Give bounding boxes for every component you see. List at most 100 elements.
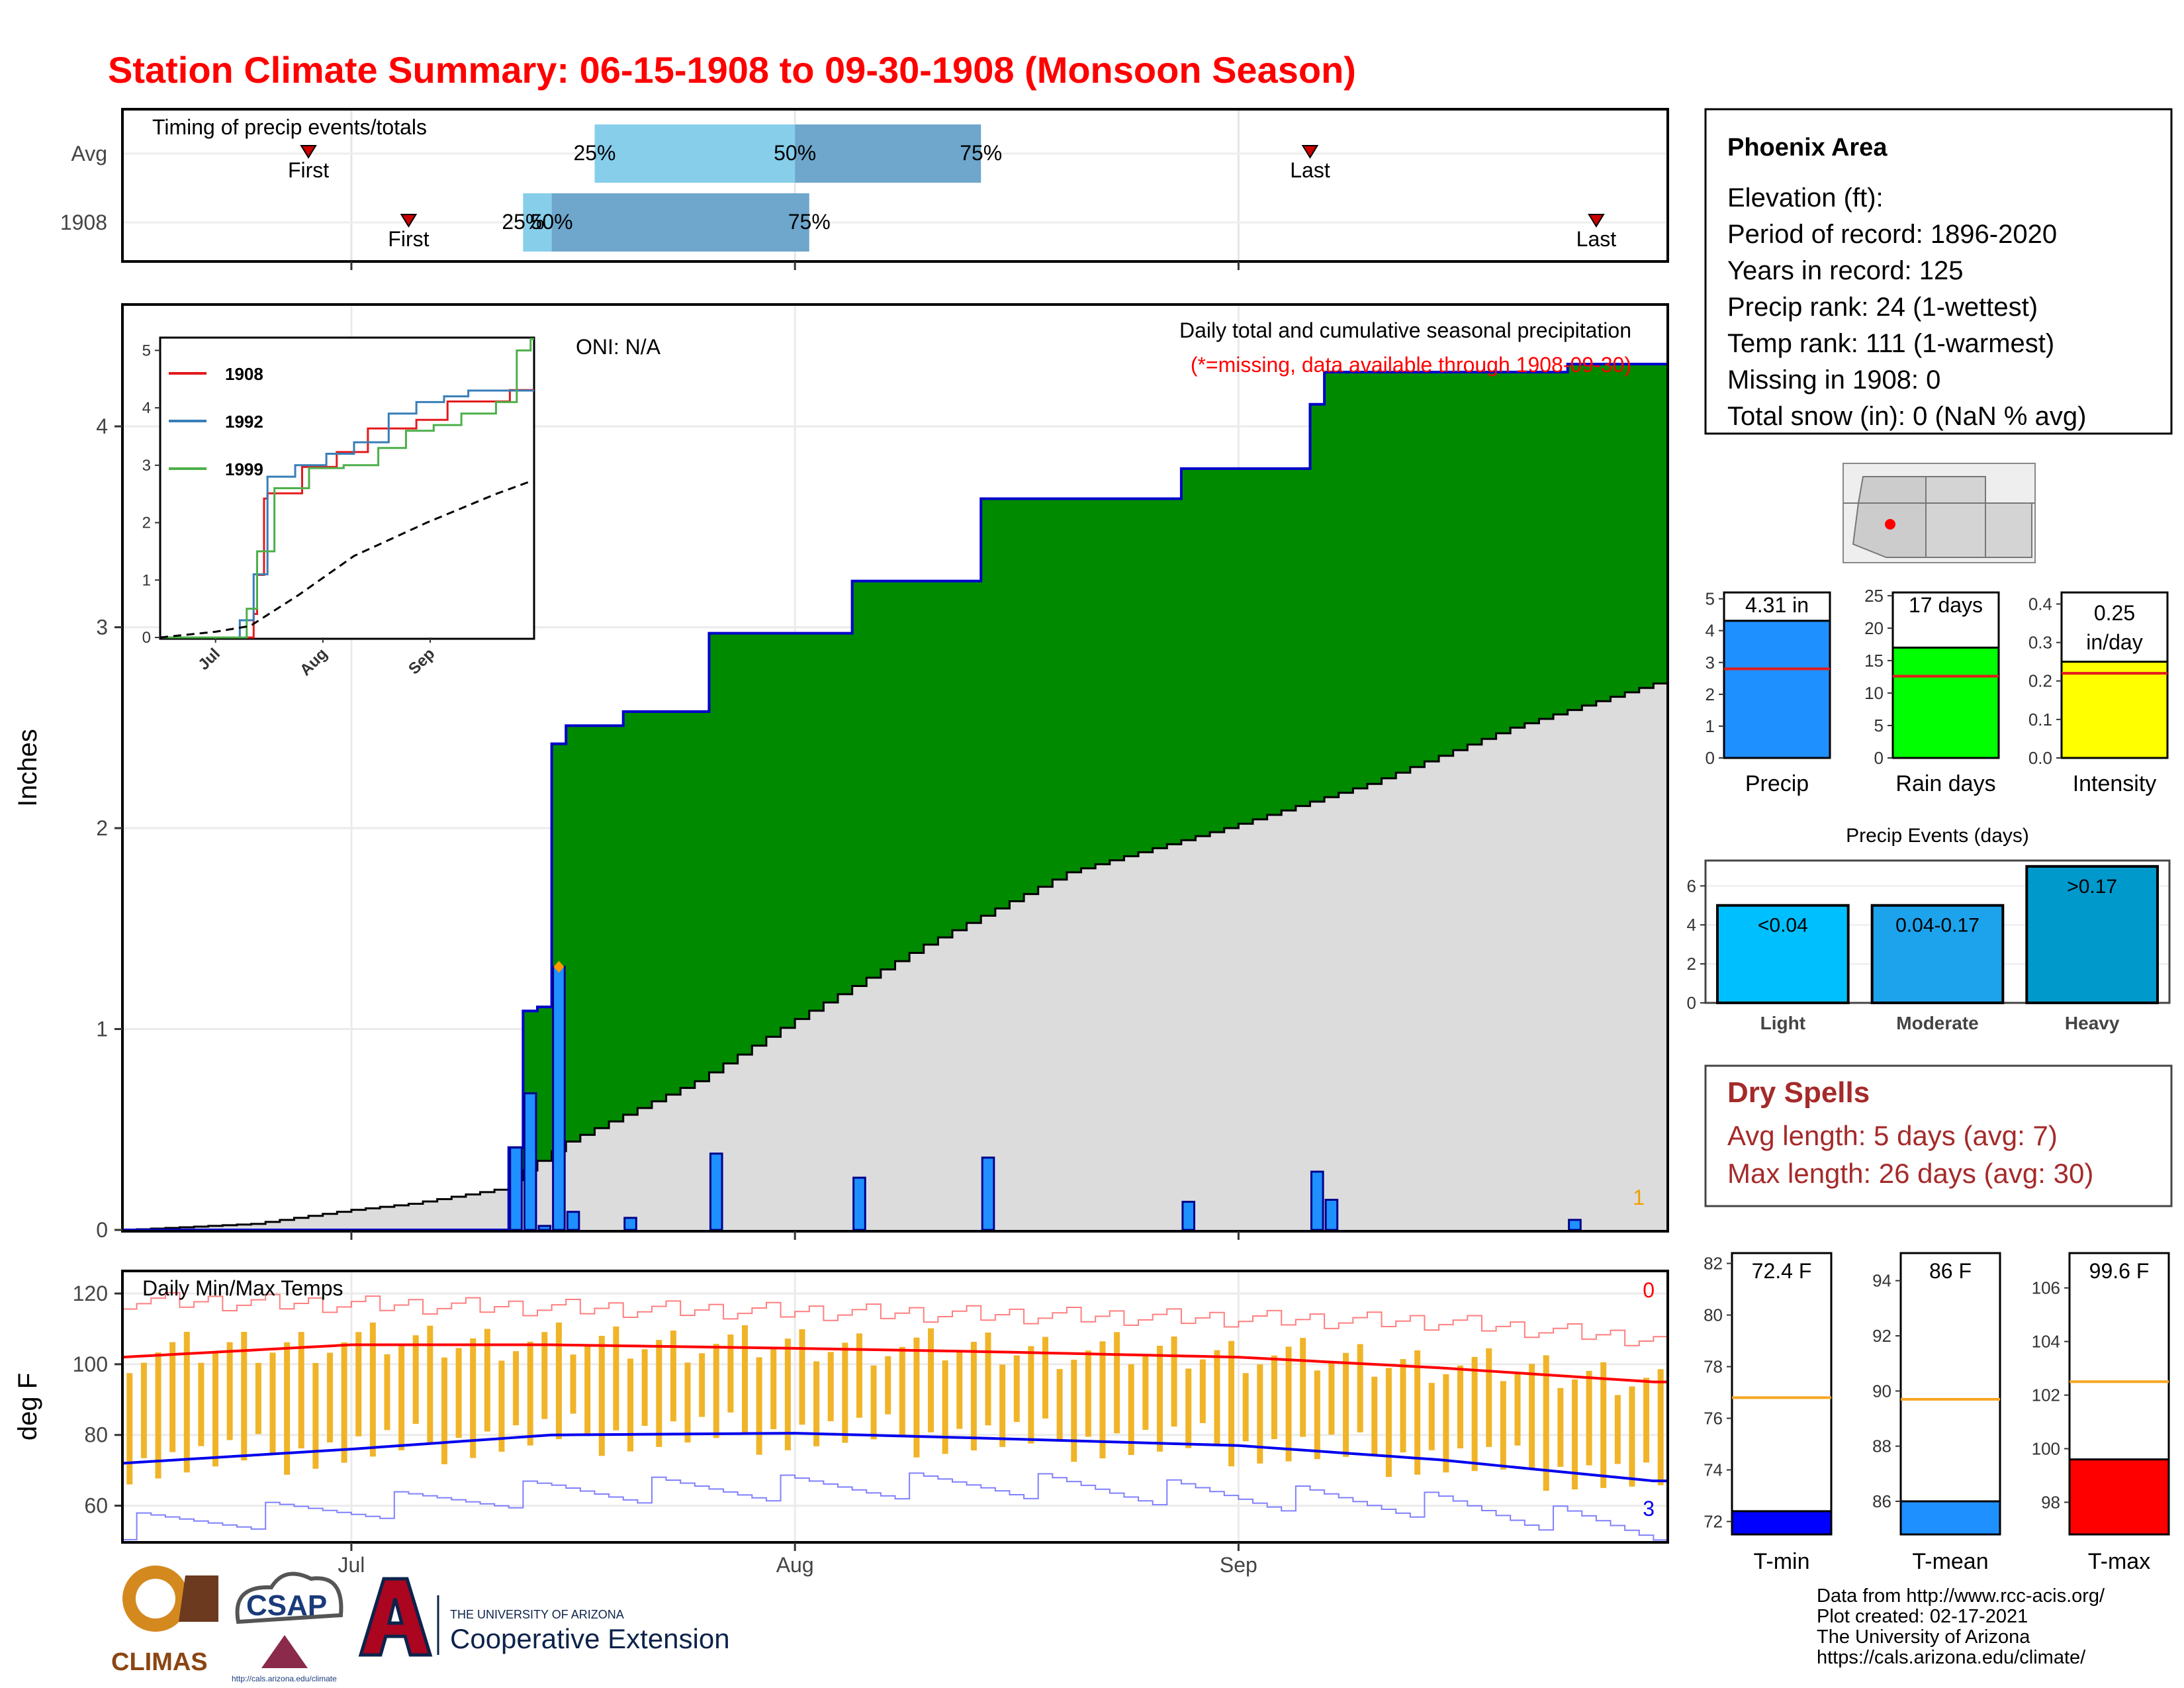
timing-row-label-year: 1908 — [60, 211, 107, 234]
timing-panel-title: Timing of precip events/totals — [152, 115, 427, 139]
temp-panel-frame — [121, 1270, 1669, 1544]
events-category-label: Moderate — [1896, 1013, 1978, 1033]
timing-label-q25: 25% — [573, 141, 615, 165]
daily-precip-bar — [709, 1152, 723, 1231]
precip-y-tick-label: 4 — [96, 414, 108, 438]
ua-big-text: Cooperative Extension — [450, 1623, 730, 1654]
timing-label-q25: 25% — [502, 210, 544, 234]
daily-precip-bar — [623, 1217, 637, 1231]
dry-spells-title: Dry Spells — [1727, 1076, 1870, 1109]
max-daily-marker — [553, 961, 565, 973]
summary-tick-label: 0.3 — [2028, 633, 2052, 653]
csap-logo: CSAP http://cals.arizona.edu/climate — [232, 1571, 343, 1683]
timing-first-marker — [400, 214, 418, 228]
dry-spells-max: Max length: 26 days (avg: 30) — [1727, 1158, 2093, 1189]
info-elevation: Elevation (ft): — [1727, 183, 1884, 212]
temp-summary-tick-label: 94 — [1872, 1271, 1891, 1291]
tmax-record-count: 0 — [1643, 1278, 1655, 1302]
info-missing: Missing in 1908: 0 — [1727, 365, 1940, 395]
temp-summary-tick-label: 98 — [2041, 1492, 2060, 1512]
events-bar-label: >0.17 — [2067, 876, 2117, 898]
summary-tick-label: 25 — [1864, 586, 1884, 606]
daily-precip-bar — [1310, 1170, 1324, 1231]
missing-note: (*=missing, data available through 1908-… — [1191, 353, 1631, 377]
temp-summary-tick-label: 106 — [2032, 1278, 2060, 1298]
inset-y-tick-label: 5 — [142, 342, 151, 359]
tmin-normal-line — [122, 1432, 1668, 1483]
x-axis-tick-label: Aug — [776, 1553, 814, 1577]
summary-tick-label: 0.4 — [2028, 594, 2052, 614]
temp-summary-tick-label: 76 — [1704, 1409, 1723, 1429]
map-state-texas — [1985, 502, 2032, 558]
summary-tick-label: 3 — [1706, 653, 1715, 673]
missing-count: 1 — [1633, 1186, 1645, 1209]
dry-spells-box: Dry Spells Avg length: 5 days (avg: 7) M… — [1704, 1064, 2173, 1207]
map-state-arizona — [1852, 476, 1927, 558]
summary-tick-label: 0.2 — [2028, 671, 2052, 691]
timing-first-label: First — [288, 158, 329, 182]
temp-y-tick-label: 120 — [73, 1282, 108, 1305]
events-tick-label: 0 — [1687, 993, 1696, 1013]
inset-y-tick-label: 3 — [142, 457, 151, 475]
timing-bar-q50-q75 — [795, 124, 981, 183]
timing-label-q50: 50% — [774, 141, 816, 165]
timing-first-marker — [300, 145, 317, 159]
events-category-label: Heavy — [2065, 1013, 2120, 1033]
credit-plot-date: Plot created: 02-17-2021 — [1817, 1606, 2028, 1627]
timing-last-marker — [1588, 214, 1605, 228]
timing-first-label: First — [388, 227, 429, 251]
timing-label-q75: 75% — [788, 210, 831, 234]
timing-bar-q25-q50 — [523, 193, 552, 252]
timing-bar-q50-q75 — [551, 193, 809, 252]
credits: Data from http://www.rcc-acis.org/ Plot … — [1817, 1585, 2105, 1668]
tmax-normal-line — [122, 1343, 1668, 1383]
dry-spells-avg: Avg length: 5 days (avg: 7) — [1727, 1120, 2058, 1151]
temp-summary-tick-label: 78 — [1704, 1357, 1723, 1377]
summary-tick-label: 10 — [1864, 683, 1884, 703]
temp-summary-tick-label: 102 — [2032, 1385, 2060, 1405]
info-years: Years in record: 125 — [1727, 256, 1964, 285]
avg-cumulative-line — [122, 682, 1668, 1231]
precip-y-tick-label: 2 — [96, 816, 108, 840]
ua-a-icon — [358, 1577, 433, 1657]
precip-y-tick-label: 1 — [96, 1017, 108, 1041]
temp-summary-frame-0 — [1731, 1252, 1833, 1536]
summary-tick-label: 5 — [1706, 589, 1715, 609]
daily-precip-bar — [1568, 1219, 1582, 1231]
daily-precip-bar — [1181, 1201, 1196, 1231]
info-temp-rank: Temp rank: 111 (1-warmest) — [1727, 329, 2054, 358]
temp-summary-bar-1 — [1899, 1500, 2001, 1536]
timing-last-label: Last — [1576, 227, 1617, 251]
summary-value-unit-2: in/day — [2086, 630, 2142, 654]
summary-tick-label: 4 — [1706, 621, 1715, 641]
inset-y-tick-label: 1 — [142, 571, 151, 589]
summary-tick-label: 5 — [1874, 716, 1884, 735]
precip-y-tick-label: 3 — [96, 616, 108, 639]
temp-summary-value-2: 99.6 F — [2089, 1259, 2150, 1283]
temp-y-tick-label: 100 — [73, 1352, 108, 1376]
summary-tick-label: 1 — [1706, 716, 1715, 736]
legend-label-1992: 1992 — [225, 412, 263, 432]
temp-summary-bar-2 — [2068, 1458, 2170, 1536]
timing-last-label: Last — [1290, 158, 1330, 182]
daily-precip-bar — [566, 1211, 580, 1231]
page-title: Station Climate Summary: 06-15-1908 to 0… — [108, 49, 1356, 91]
legend-label-1908: 1908 — [225, 364, 263, 384]
oni-label: ONI: N/A — [576, 335, 661, 359]
precip-subtitle: Daily total and cumulative seasonal prec… — [1179, 318, 1631, 342]
legend-label-1999: 1999 — [225, 459, 263, 479]
temp-panel: 60 80 100 120 Daily Min/Max Temps deg F 0 3 — [13, 1270, 1669, 1544]
summary-bar-2 — [2060, 661, 2169, 759]
summary-tick-label: 0.1 — [2028, 710, 2052, 729]
temp-summary-label-2: T-max — [2088, 1549, 2150, 1574]
daily-precip-bar — [537, 1225, 552, 1231]
credit-data-source: Data from http://www.rcc-acis.org/ — [1817, 1585, 2105, 1607]
inset-line-avg — [159, 480, 534, 639]
events-bar-light — [1716, 904, 1850, 1005]
ua-logo: THE UNIVERSITY OF ARIZONA Cooperative Ex… — [358, 1577, 730, 1657]
temp-summary-label-0: T-min — [1754, 1549, 1810, 1574]
summary-tick-label: 15 — [1864, 651, 1884, 671]
summary-tick-label: 0.0 — [2028, 748, 2052, 768]
temp-summary-tick-label: 80 — [1704, 1305, 1723, 1325]
